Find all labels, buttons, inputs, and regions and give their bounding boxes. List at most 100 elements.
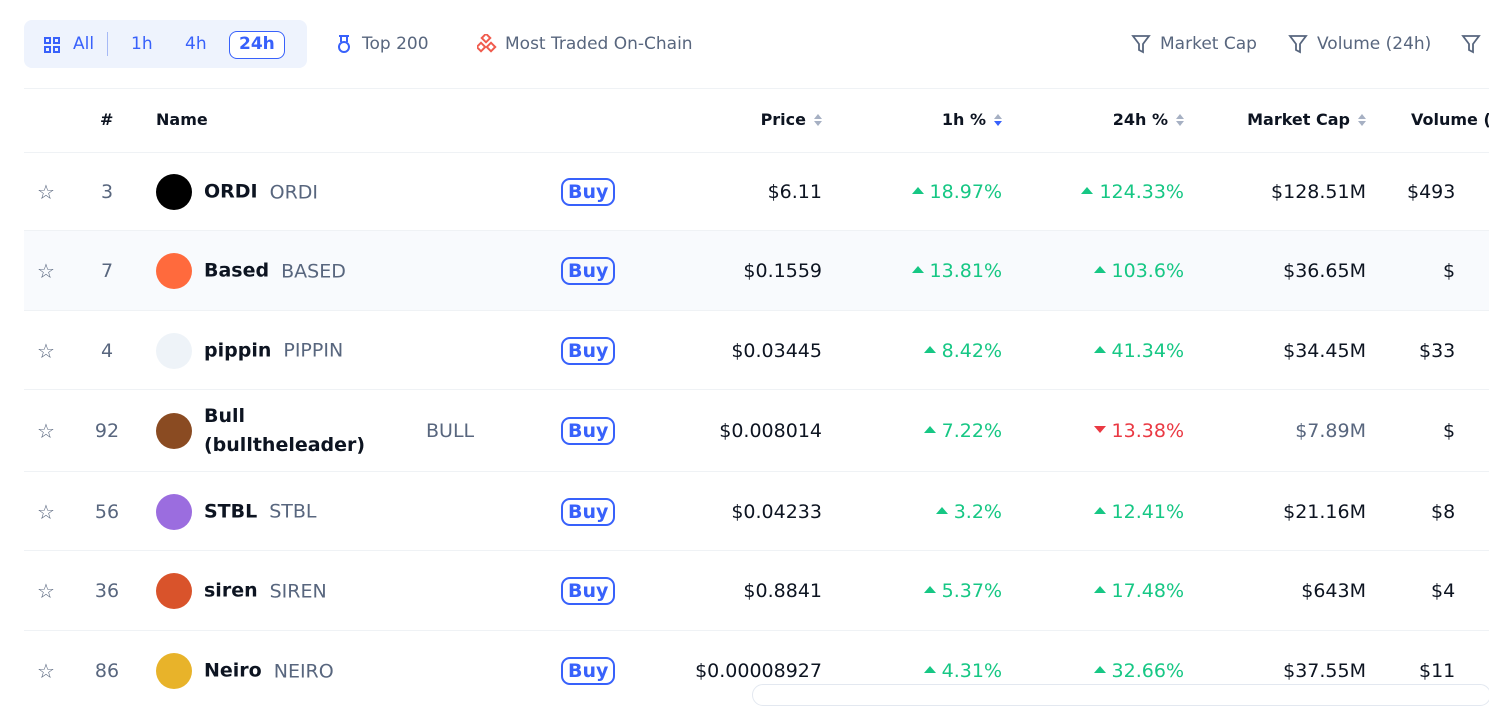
buy-button[interactable]: Buy <box>561 497 616 526</box>
grid-icon <box>44 37 60 53</box>
sort-icon <box>814 114 822 126</box>
tab[interactable]: All <box>73 34 95 54</box>
table-row[interactable]: ☆ 92 Bull (bulltheleader) BULL Buy $0.008014 7… <box>24 389 1489 472</box>
price: $6.11 <box>767 181 822 203</box>
filter-button[interactable]: Market Cap <box>1160 34 1257 54</box>
percent-change: 4.31% <box>923 660 1002 682</box>
column-header[interactable]: Market Cap <box>1247 109 1366 131</box>
price: $0.1559 <box>743 260 822 282</box>
coin-symbol: SIREN <box>269 580 327 602</box>
percent-text: 124.33% <box>1099 181 1184 203</box>
price: $0.04233 <box>731 500 822 523</box>
divider <box>107 32 108 56</box>
price: $0.008014 <box>719 420 822 442</box>
market-cap: $21.16M <box>1283 500 1366 523</box>
coin-name-cell: ORDI ORDI <box>204 178 318 207</box>
coin-name[interactable]: Bull (bulltheleader) <box>204 405 366 456</box>
market-cap: $128.51M <box>1271 181 1366 203</box>
tab-group: All 1h 4h 24h <box>24 20 307 68</box>
star-icon[interactable]: ☆ <box>37 659 55 683</box>
trend-arrow <box>935 506 948 514</box>
percent-text: 12.41% <box>1111 500 1184 523</box>
star-icon[interactable]: ☆ <box>37 259 55 283</box>
star-icon[interactable]: ☆ <box>37 419 55 443</box>
sort-icon <box>994 114 1002 126</box>
trend-arrow <box>923 345 936 353</box>
buy-button[interactable]: Buy <box>561 257 616 285</box>
funnel-icon <box>1131 35 1151 54</box>
coin-name[interactable]: pippin <box>204 339 272 361</box>
table-row[interactable]: ☆ 56 STBL STBL Buy $0.04233 3.2% 12.41% $21.16M $… <box>24 471 1489 551</box>
column-header[interactable]: Price <box>761 109 822 131</box>
percent-text: 4.31% <box>941 660 1002 682</box>
percent-change: 18.97% <box>911 181 1002 203</box>
trend-arrow <box>1093 506 1106 514</box>
buy-button[interactable]: Buy <box>561 178 616 206</box>
percent-change: 7.22% <box>923 420 1002 442</box>
table-row[interactable]: ☆ 36 siren SIREN Buy $0.8841 5.37% 17.48% $643M $… <box>24 550 1489 631</box>
price: $0.8841 <box>743 580 822 602</box>
volume: $8 <box>1431 500 1456 523</box>
buy-button[interactable]: Buy <box>561 577 616 605</box>
percent-change: 5.37% <box>923 580 1002 602</box>
coin-name-cell: Bull (bulltheleader) BULL <box>204 402 474 460</box>
star-icon[interactable]: ☆ <box>37 338 55 363</box>
column-header[interactable]: 1h % <box>942 109 1002 131</box>
coin-name[interactable]: STBL <box>204 500 258 522</box>
percent-change: 12.41% <box>1093 500 1184 523</box>
coin-icon <box>156 413 192 449</box>
percent-text: 3.2% <box>953 500 1002 523</box>
coin-symbol: BULL <box>426 420 475 442</box>
coin-name[interactable]: Neiro <box>204 659 262 682</box>
percent-text: 32.66% <box>1111 660 1184 682</box>
coin-name[interactable]: siren <box>204 579 258 602</box>
buy-button[interactable]: Buy <box>561 417 616 445</box>
tab[interactable]: 4h <box>185 34 207 54</box>
trend-arrow <box>923 586 936 593</box>
percent-text: 8.42% <box>941 339 1002 362</box>
star-icon[interactable]: ☆ <box>37 579 55 603</box>
percent-text: 18.97% <box>929 181 1002 203</box>
trend-arrow <box>911 266 924 273</box>
trend-arrow <box>1093 586 1106 593</box>
trend-arrow <box>1093 345 1106 353</box>
buy-button[interactable]: Buy <box>561 657 616 685</box>
filter-button[interactable]: Volume (24h) <box>1317 34 1432 54</box>
percent-change: 8.42% <box>923 339 1002 362</box>
coin-icon <box>156 332 192 369</box>
table-row[interactable]: ☆ 7 Based BASED Buy $0.1559 13.81% 103.6% $36.65… <box>24 230 1489 311</box>
filter-button[interactable]: Top 200 <box>362 34 429 54</box>
percent-change: 17.48% <box>1093 580 1184 602</box>
price: $0.03445 <box>731 339 822 362</box>
price: $0.00008927 <box>695 660 822 682</box>
tab[interactable]: 1h <box>131 34 153 54</box>
percent-change: 32.66% <box>1093 660 1184 682</box>
table-row[interactable]: ☆ 86 Neiro NEIRO Buy $0.00008927 4.31% 32.66% $3… <box>24 630 1489 711</box>
table-row[interactable]: ☆ 3 ORDI ORDI Buy $6.11 18.97% 124.33% $128.51M $… <box>24 152 1489 231</box>
header-text: Market Cap <box>1247 110 1350 129</box>
volume: $11 <box>1419 660 1456 682</box>
coin-name[interactable]: ORDI <box>204 180 258 203</box>
coin-icon <box>156 493 192 530</box>
header-text: Price <box>760 110 806 129</box>
filter-button[interactable]: Most Traded On-Chain <box>505 34 693 54</box>
volume: $ <box>1443 420 1456 442</box>
percent-text: 5.37% <box>941 580 1002 602</box>
percent-text: 17.48% <box>1111 580 1184 602</box>
percent-text: 13.81% <box>929 260 1002 282</box>
table-row[interactable]: ☆ 4 pippin PIPPIN Buy $0.03445 8.42% 41.34% $34.… <box>24 310 1489 390</box>
volume: $4 <box>1431 580 1456 602</box>
header-border <box>24 88 1489 89</box>
funnel-icon <box>1461 35 1481 54</box>
coin-icon <box>156 573 192 609</box>
coin-symbol: ORDI <box>269 181 319 203</box>
coin-icon <box>156 653 192 689</box>
star-icon[interactable]: ☆ <box>37 180 55 204</box>
buy-button[interactable]: Buy <box>561 336 616 365</box>
tab[interactable]: 24h <box>229 31 285 59</box>
coin-symbol: PIPPIN <box>283 339 344 362</box>
column-header[interactable]: 24h % <box>1113 109 1184 131</box>
column-header: Name <box>156 109 208 131</box>
coin-name[interactable]: Based <box>204 259 270 282</box>
star-icon[interactable]: ☆ <box>37 499 55 524</box>
